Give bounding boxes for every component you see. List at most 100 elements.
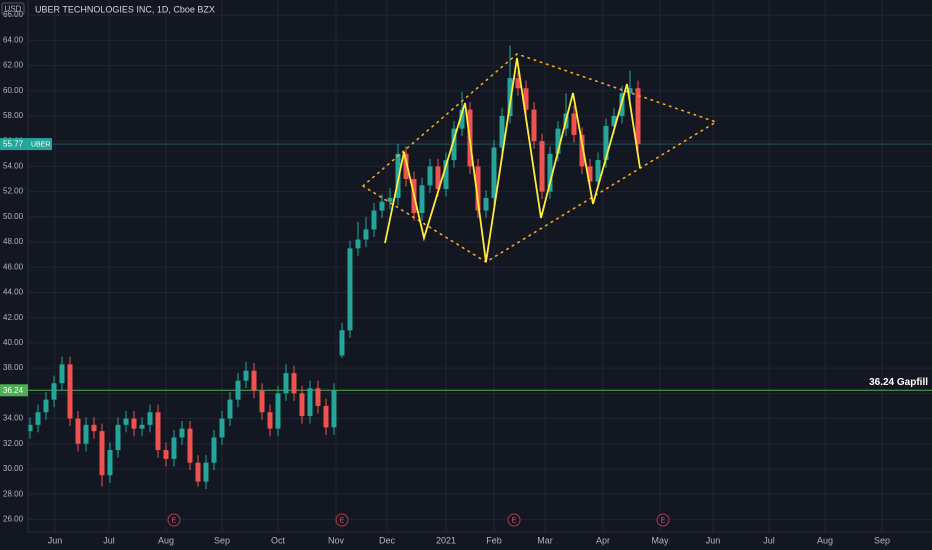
earnings-marker (507, 513, 521, 527)
candle-body (243, 370, 249, 381)
candle-body (107, 450, 113, 476)
candle-body (635, 88, 641, 145)
x-tick-label: Sep (874, 535, 890, 545)
x-tick-label: Feb (486, 535, 502, 545)
earnings-label: E (172, 517, 177, 524)
currency-box (1, 2, 25, 16)
drawings (362, 53, 718, 263)
last-price-tag-label: 55.77 (3, 140, 24, 149)
earnings-marker (335, 513, 349, 527)
candle-body (611, 115, 617, 127)
earnings-marker (167, 513, 181, 527)
y-tick-label: 64.00 (3, 35, 24, 44)
gapfill-tag-label: 36.24 (3, 386, 24, 395)
candle-body (43, 399, 49, 413)
y-tick-label: 46.00 (3, 262, 24, 271)
candle-body (627, 88, 633, 94)
y-tick-label: 58.00 (3, 111, 24, 120)
candle-body (515, 78, 521, 89)
candle-body (419, 185, 425, 214)
candle-body (523, 88, 529, 110)
x-tick-label: Jul (763, 535, 775, 545)
candle-body (403, 153, 409, 180)
candle-body (483, 197, 489, 211)
x-tick-label: Jul (103, 535, 115, 545)
candles (27, 45, 932, 490)
candle-body (155, 412, 161, 451)
candle-body (27, 424, 33, 432)
candle-body (91, 424, 97, 432)
candle-body (187, 428, 193, 463)
candle-body (307, 388, 313, 417)
x-tick-label: Jun (48, 535, 63, 545)
y-tick-label: 52.00 (3, 187, 24, 196)
candle-body (459, 109, 465, 129)
candle-body (275, 393, 281, 429)
candle-body (339, 330, 345, 356)
candle-body (499, 115, 505, 148)
candle-body (363, 229, 369, 240)
candle-body (571, 113, 577, 135)
x-tick-label: Apr (596, 535, 610, 545)
y-tick-label: 50.00 (3, 212, 24, 221)
candle-body (347, 248, 353, 331)
y-tick-label: 40.00 (3, 338, 24, 347)
x-tick-label: Aug (817, 535, 833, 545)
candle-body (211, 437, 217, 463)
x-tick-label: Jun (706, 535, 721, 545)
candle-body (147, 412, 153, 425)
candle-body (195, 462, 201, 482)
candle-body (83, 424, 89, 444)
y-tick-label: 42.00 (3, 313, 24, 322)
y-tick-label: 38.00 (3, 363, 24, 372)
x-tick-label: Oct (271, 535, 286, 545)
candle-body (75, 418, 81, 444)
x-tick-label: 2021 (436, 535, 456, 545)
candle-body (443, 160, 449, 190)
y-tick-label: 48.00 (3, 237, 24, 246)
y-tick-label: 60.00 (3, 86, 24, 95)
candle-body (283, 373, 289, 394)
candle-body (507, 78, 513, 116)
earnings-label: E (340, 517, 345, 524)
earnings-marker (656, 513, 670, 527)
y-tick-label: 34.00 (3, 414, 24, 423)
candle-body (315, 388, 321, 406)
gapfill-annotation: 36.24 Gapfill (869, 377, 928, 388)
candle-body (603, 126, 609, 161)
y-tick-label: 30.00 (3, 464, 24, 473)
x-tick-label: Aug (158, 535, 174, 545)
candle-body (379, 201, 385, 211)
candle-body (219, 418, 225, 438)
y-tick-label: 26.00 (3, 515, 24, 524)
candle-body (267, 412, 273, 429)
candle-body (587, 166, 593, 182)
candle-body (451, 128, 457, 161)
candle-body (291, 373, 297, 394)
candle-body (555, 128, 561, 154)
earnings-label: E (661, 517, 666, 524)
candle-body (491, 147, 497, 198)
zigzag (384, 57, 641, 263)
x-tick-label: Sep (214, 535, 230, 545)
y-tick-label: 62.00 (3, 61, 24, 70)
candle-body (51, 383, 57, 400)
candle-body (179, 428, 185, 438)
candle-body (163, 450, 169, 459)
candle-body (387, 197, 393, 202)
candle-body (131, 418, 137, 429)
y-tick-label: 54.00 (3, 162, 24, 171)
currency: USD (5, 5, 22, 14)
candle-body (355, 239, 361, 249)
candle-body (251, 370, 257, 391)
candle-body (139, 424, 145, 429)
candle-body (259, 390, 265, 413)
chart-title: UBER TECHNOLOGIES INC, 1D, Cboe BZX (35, 4, 215, 14)
x-tick-label: Dec (379, 535, 396, 545)
candle-body (99, 431, 105, 476)
x-tick-label: Mar (537, 535, 553, 545)
candle-body (123, 418, 129, 425)
